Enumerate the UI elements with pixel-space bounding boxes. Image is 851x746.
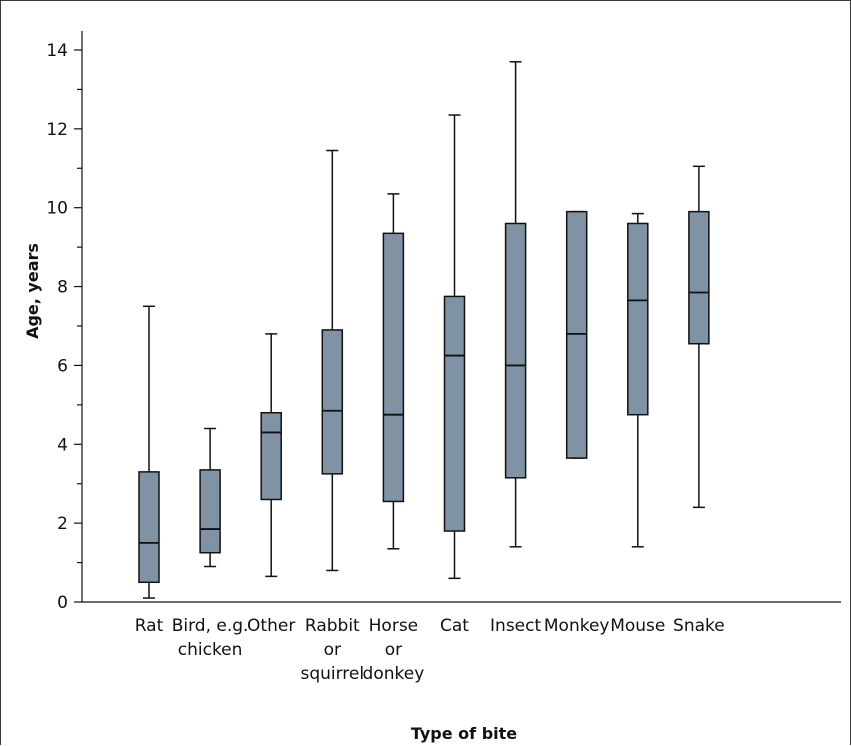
y-tick-label: 10 [46,199,68,219]
x-category-label: Insect [490,616,541,636]
x-category-label: Cat [440,616,469,636]
iqr-box [199,469,221,554]
box-monkey [565,210,588,459]
x-category-label: Other [247,616,295,636]
y-tick-label: 14 [46,41,68,61]
x-category-label: Horse or donkey [363,616,425,684]
box-cat [443,114,466,580]
box-other [260,333,282,578]
box-rat [138,305,160,599]
y-tick-label: 2 [57,514,68,534]
x-category-label: Rabbit or squirrel [300,616,364,684]
iqr-box [321,329,344,475]
x-axis-title: Type of bite [411,724,517,743]
iqr-box [627,222,649,416]
box-bird-e-g-chicken [199,427,221,568]
y-axis: 0 2 4 6 8 10 12 14 [46,31,83,613]
box-series [138,61,710,599]
x-category-label: Bird, e.g. chicken [172,616,249,660]
iqr-box [443,295,466,532]
x-category-label: Mouse [610,616,665,636]
box-rabbit-or-squirrel [321,149,344,572]
box-insect [504,61,527,548]
x-category-label: Snake [673,616,725,636]
iqr-box [138,471,160,584]
x-category-label: Monkey [544,616,610,636]
y-tick-label: 4 [57,435,68,455]
y-tick-label: 0 [57,593,68,613]
y-tick-label: 6 [57,356,68,376]
iqr-box [382,232,405,503]
iqr-box [688,210,710,345]
iqr-box [260,411,282,501]
y-tick-label: 8 [57,278,68,298]
y-tick-label: 12 [46,120,68,140]
iqr-box [565,210,588,459]
box-horse-or-donkey [382,193,405,550]
box-snake [688,165,710,509]
iqr-box [504,222,527,479]
y-axis-title: Age, years [23,243,42,339]
x-category-label: Rat [135,616,164,636]
box-mouse [627,212,649,548]
